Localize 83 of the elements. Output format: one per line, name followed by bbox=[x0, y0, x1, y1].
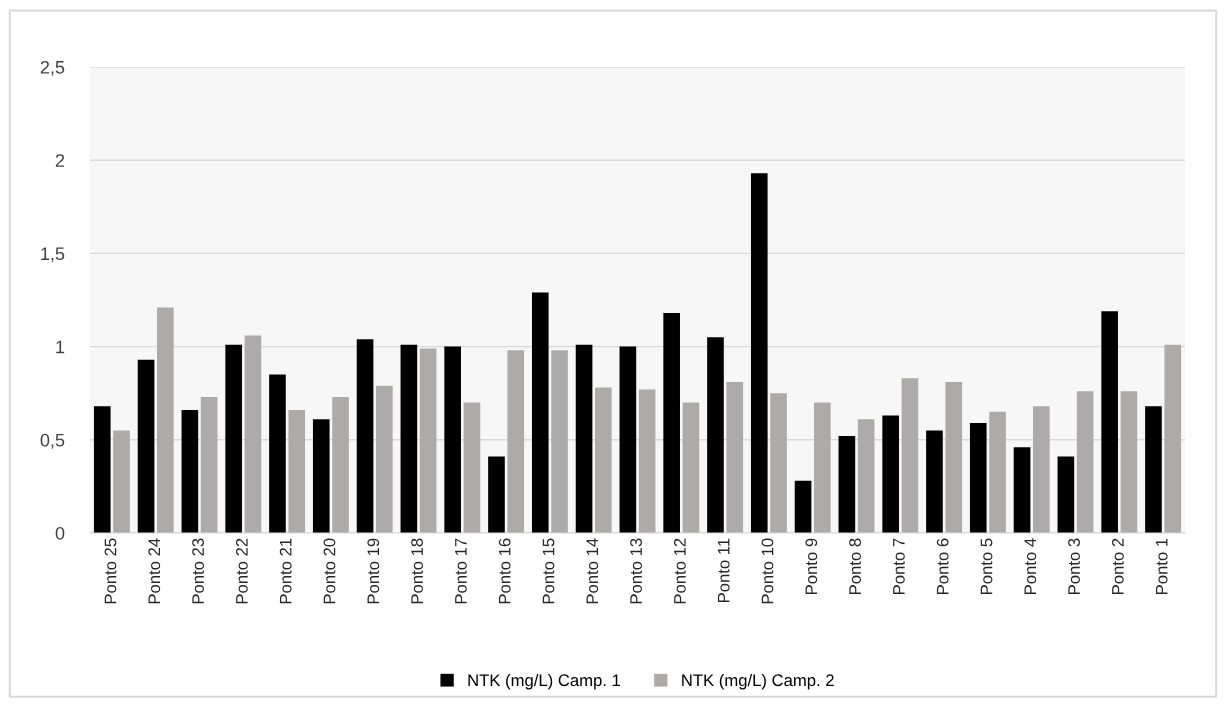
x-tick-label: Ponto 18 bbox=[411, 538, 423, 604]
x-tick-label: Ponto 13 bbox=[630, 538, 642, 604]
x-tick-label: Ponto 7 bbox=[893, 538, 905, 594]
x-tick-label: Ponto 23 bbox=[192, 538, 204, 604]
x-tick-label: Ponto 3 bbox=[1068, 538, 1080, 594]
bar bbox=[969, 423, 987, 533]
bar bbox=[770, 393, 787, 533]
bar bbox=[113, 430, 130, 533]
bar bbox=[531, 292, 549, 533]
x-tick-label: Ponto 1 bbox=[1155, 538, 1168, 594]
y-tick-label: 2 bbox=[55, 154, 65, 167]
bar bbox=[838, 436, 856, 533]
legend-label: NTK (mg/L) Camp. 1 bbox=[468, 673, 621, 690]
y-tick-label: 0 bbox=[55, 526, 65, 540]
bar bbox=[463, 402, 481, 533]
x-tick-label: Ponto 16 bbox=[498, 538, 511, 604]
bar bbox=[595, 387, 612, 533]
y-tick-label: 0,5 bbox=[40, 433, 65, 449]
bar bbox=[619, 346, 637, 533]
x-tick-label: Ponto 5 bbox=[980, 538, 993, 594]
bar bbox=[663, 313, 680, 533]
bar bbox=[137, 359, 155, 533]
bar bbox=[1033, 406, 1050, 533]
bar bbox=[181, 409, 199, 533]
x-tick-label: Ponto 20 bbox=[323, 538, 336, 604]
bar bbox=[376, 385, 393, 533]
bar bbox=[575, 344, 593, 533]
bar bbox=[332, 396, 349, 533]
bar bbox=[1013, 447, 1031, 533]
x-tick-label: Ponto 17 bbox=[455, 538, 467, 604]
bar bbox=[682, 402, 700, 533]
bar bbox=[882, 415, 899, 533]
x-tick-label: Ponto 2 bbox=[1111, 538, 1124, 594]
x-tick-label: Ponto 4 bbox=[1024, 538, 1037, 594]
x-tick-label: Ponto 9 bbox=[805, 538, 818, 594]
bar bbox=[356, 339, 374, 533]
x-tick-label: Ponto 21 bbox=[279, 538, 292, 604]
bar bbox=[638, 389, 656, 533]
x-tick-label: Ponto 8 bbox=[849, 538, 861, 594]
bar bbox=[857, 419, 875, 533]
bar bbox=[1076, 391, 1094, 533]
bar bbox=[707, 337, 724, 533]
bar bbox=[1120, 391, 1138, 533]
bar bbox=[225, 344, 242, 533]
bar bbox=[750, 173, 768, 533]
bar bbox=[794, 480, 812, 533]
bar bbox=[1164, 344, 1182, 533]
x-tick-label: Ponto 19 bbox=[367, 538, 380, 604]
x-tick-label: Ponto 15 bbox=[542, 538, 555, 604]
bar bbox=[200, 396, 218, 533]
bar bbox=[269, 374, 286, 533]
x-tick-label: Ponto 22 bbox=[235, 538, 248, 604]
bar bbox=[1101, 311, 1118, 533]
bar bbox=[945, 382, 963, 533]
bar bbox=[814, 402, 831, 533]
bar bbox=[419, 348, 437, 533]
x-tick-label: Ponto 14 bbox=[586, 538, 599, 604]
bar bbox=[400, 344, 418, 533]
x-tick-label: Ponto 11 bbox=[717, 538, 730, 602]
x-tick-label: Ponto 12 bbox=[673, 538, 686, 604]
bar bbox=[288, 409, 306, 533]
bar bbox=[1145, 406, 1162, 533]
bar bbox=[312, 419, 330, 533]
bar bbox=[901, 378, 919, 533]
bar bbox=[444, 346, 461, 533]
x-tick-label: Ponto 6 bbox=[936, 538, 949, 594]
bar bbox=[507, 350, 525, 533]
y-tick-label: 1,5 bbox=[41, 247, 65, 263]
legend-label: NTK (mg/L) Camp. 2 bbox=[682, 673, 834, 690]
y-tick-label: 1 bbox=[56, 340, 65, 354]
bar bbox=[989, 411, 1006, 533]
y-tick-label: 2,5 bbox=[40, 60, 65, 76]
x-tick-label: Ponto 10 bbox=[761, 538, 774, 604]
bar bbox=[726, 382, 744, 533]
x-tick-label: Ponto 25 bbox=[104, 538, 117, 604]
bar bbox=[157, 307, 174, 533]
x-tick-label: Ponto 24 bbox=[148, 538, 161, 604]
bar bbox=[551, 350, 568, 533]
bar bbox=[926, 430, 943, 533]
bar bbox=[244, 335, 262, 533]
bar bbox=[1057, 456, 1075, 533]
bar bbox=[93, 406, 111, 533]
bar bbox=[488, 456, 505, 533]
